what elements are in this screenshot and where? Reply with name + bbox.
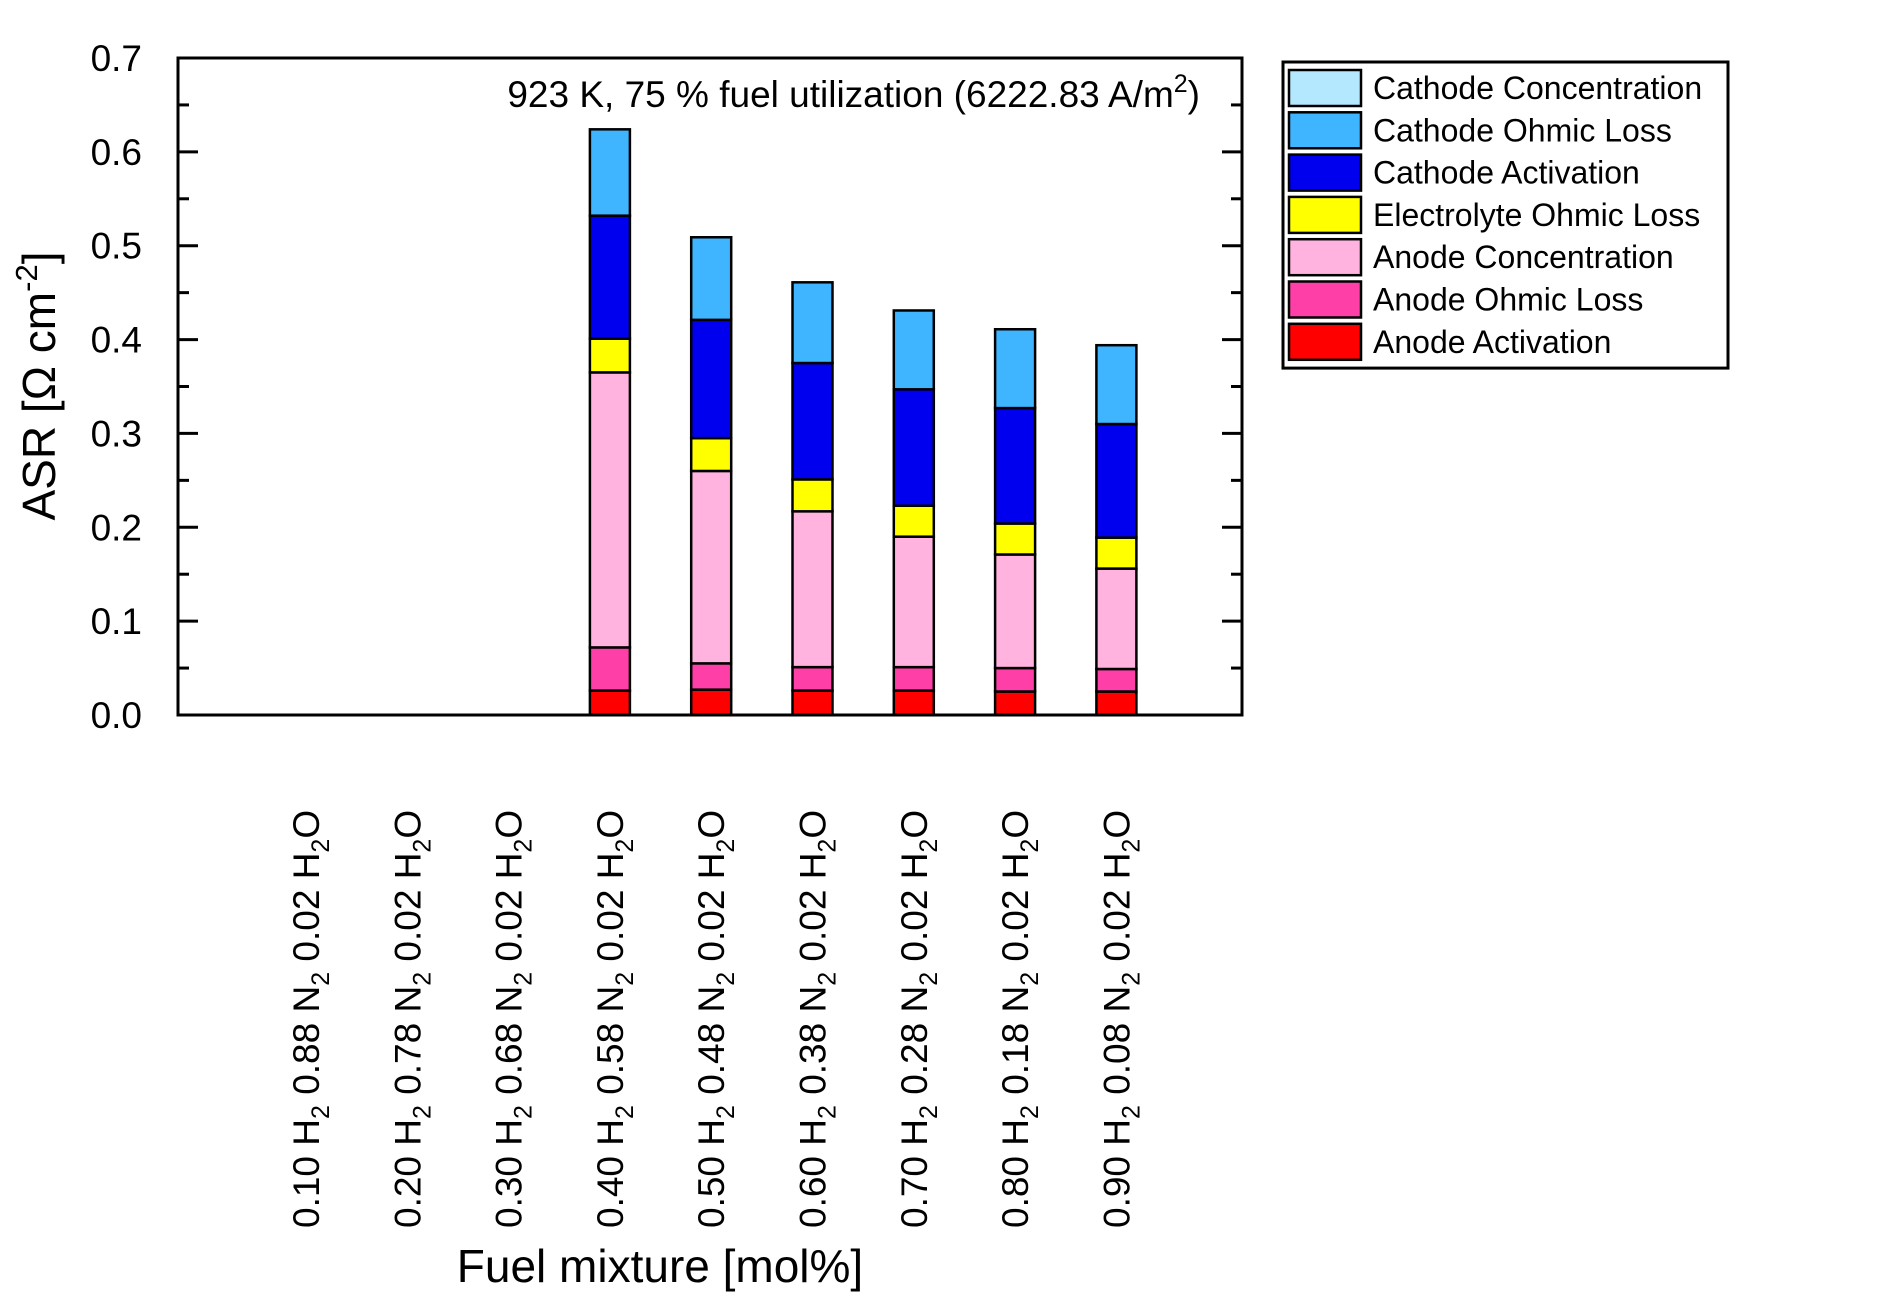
bar-segment [892,665,936,692]
y-tick-label: 0.6 [91,132,142,173]
bar-segment [1095,567,1138,671]
annotation-suffix: ) [1188,74,1200,115]
bar-segment [791,361,834,481]
bar-segment [588,128,632,217]
legend-swatch [1287,68,1363,108]
y-tick-label: 0.4 [91,320,142,361]
bar-segment [1095,536,1138,570]
bars-layer [588,128,1138,717]
y-tick-label: 0.1 [91,601,142,642]
bar-segment [993,666,1037,693]
bar-segment [588,689,632,717]
bar-segment [588,214,632,340]
legend-swatch [1287,195,1363,235]
legend-swatch [1287,153,1363,192]
bar-segment [689,318,733,440]
bar-segment [1095,422,1138,539]
ticks-layer [178,56,1242,717]
bar-segment [689,236,733,322]
bar-segment [689,469,733,665]
x-tick-label: 0.40 H2 0.58 N2 0.02 H2O [590,810,639,1228]
bar-segment [1095,690,1138,717]
bar-segment [993,406,1037,525]
bar-segment [892,689,936,717]
legend-label: Anode Activation [1373,324,1611,360]
bar-segment [791,281,834,365]
y-axis-label: ASR [Ω cm-2] [9,252,65,521]
legend-label: Electrolyte Ohmic Loss [1373,197,1700,233]
bar-segment [993,553,1037,670]
bar-segment [1095,343,1138,426]
legend-label: Cathode Activation [1373,155,1640,191]
legend-label: Anode Ohmic Loss [1373,282,1643,318]
bar-segment [993,522,1037,556]
ytick-labels: 0.0 0.1 0.2 0.3 0.4 0.5 0.6 0.7 [91,38,142,736]
legend-label: Anode Concentration [1373,239,1674,275]
bar-segment [791,510,834,669]
bar-segment [791,478,834,513]
y-tick-label: 0.7 [91,38,142,79]
bar-segment [588,646,632,692]
bar-segment [791,665,834,692]
legend-swatch [1287,280,1363,319]
bar-segment [892,309,936,391]
x-tick-label: 0.60 H2 0.38 N2 0.02 H2O [793,810,842,1228]
y-tick-label: 0.5 [91,226,142,267]
bar-segment [588,371,632,649]
x-tick-label: 0.90 H2 0.08 N2 0.02 H2O [1096,810,1145,1228]
xtick-labels: 0.10 H2 0.88 N2 0.02 H2O 0.20 H2 0.78 N2 … [286,810,1145,1228]
legend-label: Cathode Concentration [1373,70,1702,106]
bar-segment [993,327,1037,410]
x-tick-label: 0.50 H2 0.48 N2 0.02 H2O [691,810,740,1228]
x-tick-label: 0.80 H2 0.18 N2 0.02 H2O [995,810,1044,1228]
legend-label: Cathode Ohmic Loss [1373,112,1672,148]
bar-segment [689,688,733,717]
y-tick-label: 0.0 [91,695,142,736]
legend: Cathode Concentration Cathode Ohmic Loss C… [1281,60,1730,370]
y-tick-label: 0.3 [91,413,142,454]
x-axis-label: Fuel mixture [mol%] [457,1240,863,1292]
x-tick-label: 0.70 H2 0.28 N2 0.02 H2O [894,810,943,1228]
y-axis-label-sup: -2 [9,264,44,292]
bar-segment [588,337,632,374]
chart-annotation: 923 K, 75 % fuel utilization (6222.83 A/… [507,70,1200,115]
x-tick-label: 0.10 H2 0.88 N2 0.02 H2O [286,810,335,1228]
bar-segment [892,535,936,669]
bar-segment [689,436,733,473]
y-tick-label: 0.2 [91,507,142,548]
y-axis-label-end: ] [13,252,65,265]
annotation-sup: 2 [1174,70,1188,98]
y-axis-label-main: ASR [Ω cm [13,292,65,521]
bar-segment [993,690,1037,717]
legend-swatch [1287,322,1363,362]
bar-segment [892,504,936,538]
annotation-prefix: 923 K, 75 % fuel utilization (6222.83 A/… [507,74,1173,115]
bar-segment [892,388,936,507]
bar-segment [791,689,834,717]
x-tick-label: 0.20 H2 0.78 N2 0.02 H2O [387,810,436,1228]
legend-swatch [1287,111,1363,150]
bar-segment [689,662,733,691]
bar-segment [1095,667,1138,693]
legend-swatch [1287,237,1363,277]
x-tick-label: 0.30 H2 0.68 N2 0.02 H2O [489,810,538,1228]
